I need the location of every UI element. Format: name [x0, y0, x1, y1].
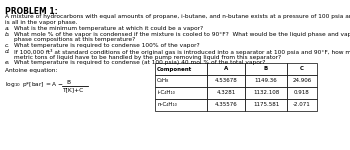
Bar [287, 87, 317, 99]
Bar [287, 99, 317, 111]
Text: What mole % of the vapor is condensed if the mixture is cooled to 90°F?  What wo: What mole % of the vapor is condensed if… [14, 32, 350, 37]
Text: A mixture of hydrocarbons with equal amounts of propane, i-butane, and n-butane : A mixture of hydrocarbons with equal amo… [5, 14, 350, 19]
Text: 4.35576: 4.35576 [215, 102, 237, 108]
Text: C: C [300, 66, 304, 72]
Bar [245, 87, 287, 99]
Bar [245, 99, 287, 111]
Text: If 100,000 ft³ at standard conditions of the original gas is introduced into a s: If 100,000 ft³ at standard conditions of… [14, 49, 350, 55]
Bar [155, 87, 207, 99]
Bar [207, 75, 245, 87]
Bar [207, 99, 245, 111]
Bar [155, 99, 207, 111]
Text: i-C₄H₁₀: i-C₄H₁₀ [157, 90, 175, 96]
Text: What temperature is required to condense 100% of the vapor?: What temperature is required to condense… [14, 43, 199, 48]
Bar [207, 87, 245, 99]
Bar [155, 75, 207, 87]
Text: e.: e. [5, 60, 10, 65]
Text: PROBLEM 1:: PROBLEM 1: [5, 7, 58, 16]
Text: 1175.581: 1175.581 [253, 102, 279, 108]
Text: c.: c. [5, 43, 10, 48]
Text: Antoine equation:: Antoine equation: [5, 68, 57, 73]
Text: metric tons of liquid have to be handled by the pump removing liquid from this s: metric tons of liquid have to be handled… [14, 54, 281, 60]
Text: 4.53678: 4.53678 [215, 78, 237, 84]
Text: T[K]+C: T[K]+C [62, 87, 83, 92]
Text: Component: Component [157, 66, 192, 72]
Text: -2.071: -2.071 [293, 102, 311, 108]
Text: What is the minimum temperature at which it could be a vapor?: What is the minimum temperature at which… [14, 26, 203, 31]
Text: 4.3281: 4.3281 [216, 90, 236, 96]
Text: 0.918: 0.918 [294, 90, 310, 96]
Text: b.: b. [5, 32, 10, 37]
Text: d.: d. [5, 49, 10, 54]
Bar [245, 75, 287, 87]
Text: 1132.108: 1132.108 [253, 90, 279, 96]
Text: is all in the vapor phase.: is all in the vapor phase. [5, 20, 77, 25]
Bar [207, 63, 245, 75]
Text: B: B [264, 66, 268, 72]
Text: B: B [66, 80, 70, 85]
Bar [155, 63, 207, 75]
Text: What temperature is required to condense (at 100 psia) 40 mol % of the total vap: What temperature is required to condense… [14, 60, 265, 65]
Bar [287, 63, 317, 75]
Text: phase compositions at this temperature?: phase compositions at this temperature? [14, 38, 135, 42]
Text: 1149.36: 1149.36 [255, 78, 277, 84]
Text: a.: a. [5, 26, 10, 31]
Text: $\log_{10}$ p*[bar] = A −: $\log_{10}$ p*[bar] = A − [5, 80, 64, 89]
Text: 24.906: 24.906 [292, 78, 312, 84]
Text: A: A [224, 66, 228, 72]
Bar [245, 63, 287, 75]
Text: C₃H₈: C₃H₈ [157, 78, 169, 84]
Text: n-C₄H₁₀: n-C₄H₁₀ [157, 102, 177, 108]
Bar [287, 75, 317, 87]
